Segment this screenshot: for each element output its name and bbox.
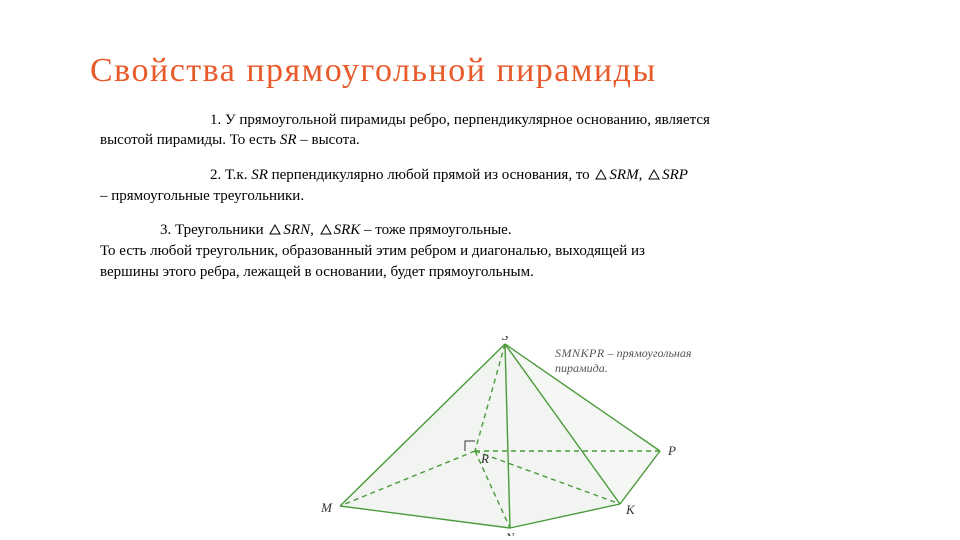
caption-line2: пирамида. — [555, 361, 608, 375]
triangle-icon — [320, 221, 332, 241]
page-title: Свойства прямоугольной пирамиды — [90, 52, 657, 90]
p2-t2: SRP — [662, 167, 688, 183]
p1-lead: 1. У прямоугольной пирамиды ребро, перпе… — [210, 112, 710, 128]
p3-lead: 3. Треугольники — [160, 222, 267, 238]
p3-t1: SRN — [283, 222, 310, 238]
p2-comma: , — [639, 167, 647, 183]
svg-text:N: N — [505, 530, 516, 536]
svg-text:P: P — [667, 443, 676, 458]
svg-text:M: M — [320, 500, 333, 515]
p2-mid: перпендикулярно любой прямой из основани… — [268, 167, 594, 183]
p3-t2: SRK — [334, 222, 361, 238]
svg-text:S: S — [502, 336, 509, 343]
svg-text:K: K — [625, 502, 636, 517]
caption-lead: SMNKPR — [555, 346, 605, 360]
p2-t1: SRM — [609, 167, 638, 183]
triangle-icon — [648, 166, 660, 186]
property-3: 3. Треугольники SRN, SRK – тоже прямоуго… — [100, 220, 890, 282]
triangle-icon — [595, 166, 607, 186]
p3-line2: То есть любой треугольник, образованный … — [100, 243, 645, 259]
caption-rest: – прямоугольная — [605, 346, 692, 360]
triangle-icon — [269, 221, 281, 241]
p1-tail: – высота. — [297, 132, 360, 148]
p2-cont: – прямоугольные треугольники. — [100, 188, 304, 204]
p2-lead: 2. Т.к. — [210, 167, 251, 183]
p1-sr: SR — [280, 132, 297, 148]
p3-tail: – тоже прямоугольные. — [360, 222, 511, 238]
p3-line3: вершины этого ребра, лежащей в основании… — [100, 264, 534, 280]
property-1: 1. У прямоугольной пирамиды ребро, перпе… — [100, 110, 890, 151]
body-text: 1. У прямоугольной пирамиды ребро, перпе… — [100, 110, 890, 290]
svg-text:R: R — [480, 451, 489, 466]
property-2: 2. Т.к. SR перпендикулярно любой прямой … — [100, 165, 890, 207]
diagram-caption: SMNKPR – прямоугольная пирамида. — [555, 346, 695, 376]
p1-cont: высотой пирамиды. То есть — [100, 132, 280, 148]
p2-sr: SR — [251, 167, 268, 183]
p3-comma: , — [310, 222, 318, 238]
slide: Свойства прямоугольной пирамиды 1. У пря… — [0, 0, 960, 540]
